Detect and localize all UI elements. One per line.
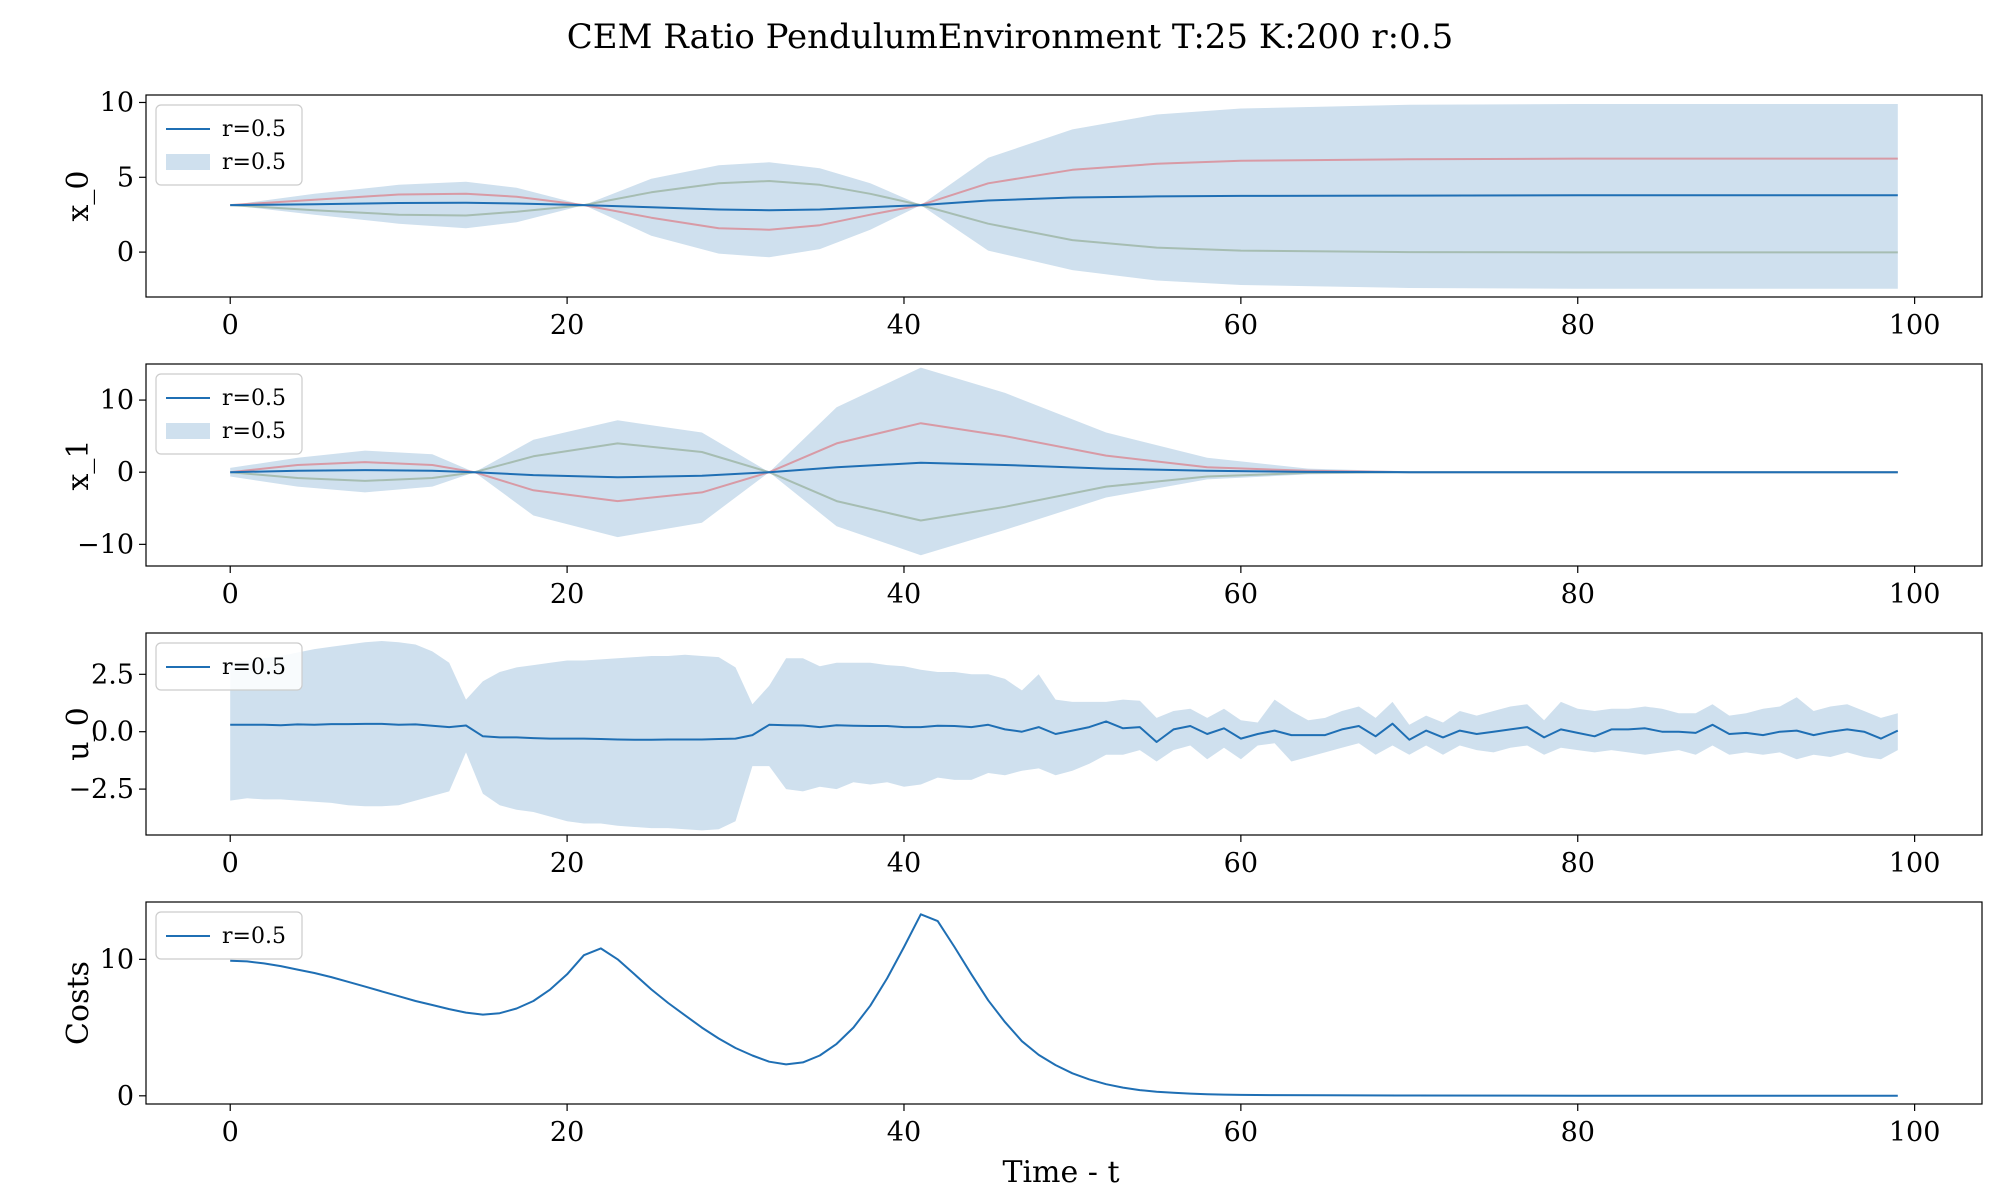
legend-box (155, 642, 303, 691)
y-tick-label: −10 (77, 529, 134, 560)
x-tick-label: 60 (1224, 848, 1258, 879)
panel-2: 0 20 40 60 80 100 −10 0 10x_1 r=0.5 r=0.5 (61, 363, 1983, 610)
legend-label: r=0.5 (222, 150, 286, 175)
x-tick-label: 0 (222, 848, 239, 879)
confidence-band (230, 104, 1898, 289)
y-tick-label: −2.5 (68, 774, 134, 805)
legend-label: r=0.5 (222, 117, 286, 142)
y-tick-label: 10 (100, 944, 134, 975)
x-tick-label: 40 (887, 579, 921, 610)
mean-line (230, 194, 1898, 212)
x-tick-label: 20 (550, 1117, 584, 1148)
y-tick-label: 2.5 (91, 659, 134, 690)
plot-area (230, 367, 1898, 556)
confidence-band (230, 367, 1898, 556)
x-tick-label: 80 (1561, 579, 1595, 610)
legend-label: r=0.5 (222, 419, 286, 444)
x-tick-label: 0 (222, 1117, 239, 1148)
x-tick-label: 20 (550, 848, 584, 879)
x-tick-label: 60 (1224, 310, 1258, 341)
panel-3: 0 20 40 60 80 100 −2.5 0.0 2.5 u_0 r=0.5 (61, 632, 1983, 879)
legend-box (155, 911, 303, 960)
y-tick-label: 0 (117, 1081, 134, 1112)
axes-frame (145, 632, 1983, 836)
x-axis-label: Time - t (1002, 1155, 1119, 1190)
x-tick-label: 80 (1561, 310, 1595, 341)
axes-frame (145, 94, 1983, 298)
y-axis-label: Costs (61, 961, 96, 1045)
x-tick-label: 80 (1561, 848, 1595, 879)
y-tick-label: 10 (100, 385, 134, 416)
plot-area (230, 641, 1899, 831)
panel-1: 0 20 40 60 80 100 0 5 10 x_0 r=0.5 r=0.5 (61, 87, 1983, 341)
figure-title: CEM Ratio PendulumEnvironment T:25 K:200… (567, 17, 1453, 57)
confidence-band (230, 641, 1898, 831)
x-tick-label: 40 (887, 848, 921, 879)
legend: r=0.5 r=0.5 (155, 373, 303, 455)
x-tick-label: 80 (1561, 1117, 1595, 1148)
x-tick-label: 20 (550, 310, 584, 341)
x-tick-label: 0 (222, 310, 239, 341)
legend-label: r=0.5 (222, 655, 286, 680)
plot-area (230, 913, 1898, 1097)
plot-area (230, 104, 1898, 289)
y-axis-label: u_0 (61, 707, 96, 760)
x-tick-label: 100 (1889, 1117, 1941, 1148)
legend: r=0.5 r=0.5 (155, 104, 303, 186)
y-tick-label: 10 (100, 87, 134, 118)
x-tick-label: 0 (222, 579, 239, 610)
cost-line (230, 913, 1898, 1097)
x-tick-label: 60 (1224, 1117, 1258, 1148)
y-tick-label: 5 (117, 162, 134, 193)
mean-line (230, 720, 1899, 743)
y-axis-label: x_0 (61, 170, 96, 221)
y-axis-label: x_1 (61, 439, 96, 490)
legend-label: r=0.5 (222, 924, 286, 949)
x-tick-label: 40 (887, 1117, 921, 1148)
axes-frame (145, 901, 1983, 1105)
axes-frame (145, 363, 1983, 567)
sample-trajectory-red (230, 157, 1898, 231)
legend-band-swatch (166, 154, 210, 170)
x-tick-label: 60 (1224, 579, 1258, 610)
y-tick-label: 0 (117, 237, 134, 268)
y-tick-label: 0 (117, 457, 134, 488)
y-tick-label: 0.0 (91, 717, 134, 748)
legend-label: r=0.5 (222, 386, 286, 411)
mean-line (230, 461, 1898, 479)
legend: r=0.5 (155, 642, 303, 691)
x-tick-label: 100 (1889, 579, 1941, 610)
x-tick-label: 100 (1889, 848, 1941, 879)
x-tick-label: 100 (1889, 310, 1941, 341)
x-tick-label: 40 (887, 310, 921, 341)
legend: r=0.5 (155, 911, 303, 960)
x-tick-label: 20 (550, 579, 584, 610)
sample-trajectory-green (230, 180, 1898, 254)
legend-band-swatch (166, 423, 210, 439)
